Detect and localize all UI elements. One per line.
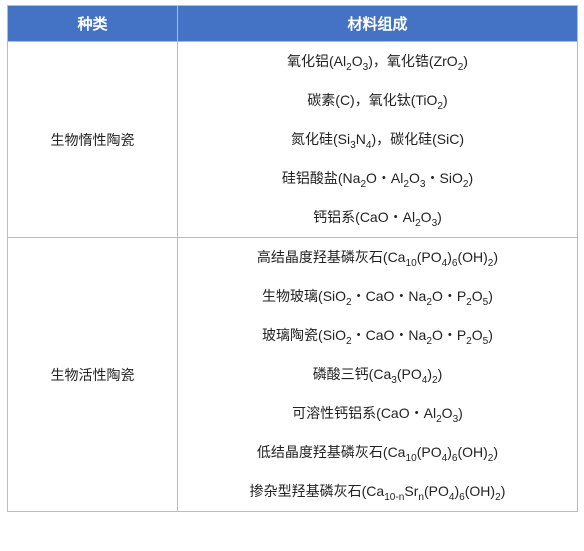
material-line: 低结晶度羟基磷灰石(Ca10(PO4)6(OH)2) — [178, 433, 577, 472]
composition-cell: 高结晶度羟基磷灰石(Ca10(PO4)6(OH)2)生物玻璃(SiO2・CaO・… — [178, 238, 578, 512]
material-line: 硅铝酸盐(Na2O・Al2O3・SiO2) — [178, 159, 577, 198]
material-line: 氧化铝(Al2O3)，氧化锆(ZrO2) — [178, 42, 577, 81]
table-header: 种类 材料组成 — [8, 6, 578, 42]
table-body: 生物惰性陶瓷氧化铝(Al2O3)，氧化锆(ZrO2)碳素(C)，氧化钛(TiO2… — [8, 42, 578, 512]
table-row: 生物惰性陶瓷氧化铝(Al2O3)，氧化锆(ZrO2)碳素(C)，氧化钛(TiO2… — [8, 42, 578, 238]
table-row: 生物活性陶瓷高结晶度羟基磷灰石(Ca10(PO4)6(OH)2)生物玻璃(SiO… — [8, 238, 578, 512]
category-cell: 生物惰性陶瓷 — [8, 42, 178, 238]
material-line: 玻璃陶瓷(SiO2・CaO・Na2O・P2O5) — [178, 316, 577, 355]
header-category: 种类 — [8, 6, 178, 42]
material-line: 高结晶度羟基磷灰石(Ca10(PO4)6(OH)2) — [178, 238, 577, 277]
material-line: 掺杂型羟基磷灰石(Ca10-nSrn(PO4)6(OH)2) — [178, 472, 577, 511]
material-line: 钙铝系(CaO・Al2O3) — [178, 198, 577, 237]
material-line: 生物玻璃(SiO2・CaO・Na2O・P2O5) — [178, 277, 577, 316]
composition-cell: 氧化铝(Al2O3)，氧化锆(ZrO2)碳素(C)，氧化钛(TiO2)氮化硅(S… — [178, 42, 578, 238]
material-line: 氮化硅(Si3N4)，碳化硅(SiC) — [178, 120, 577, 159]
bioceramic-table: 种类 材料组成 生物惰性陶瓷氧化铝(Al2O3)，氧化锆(ZrO2)碳素(C)，… — [7, 5, 578, 512]
category-cell: 生物活性陶瓷 — [8, 238, 178, 512]
material-line: 可溶性钙铝系(CaO・Al2O3) — [178, 394, 577, 433]
material-line: 磷酸三钙(Ca3(PO4)2) — [178, 355, 577, 394]
material-line: 碳素(C)，氧化钛(TiO2) — [178, 81, 577, 120]
header-composition: 材料组成 — [178, 6, 578, 42]
